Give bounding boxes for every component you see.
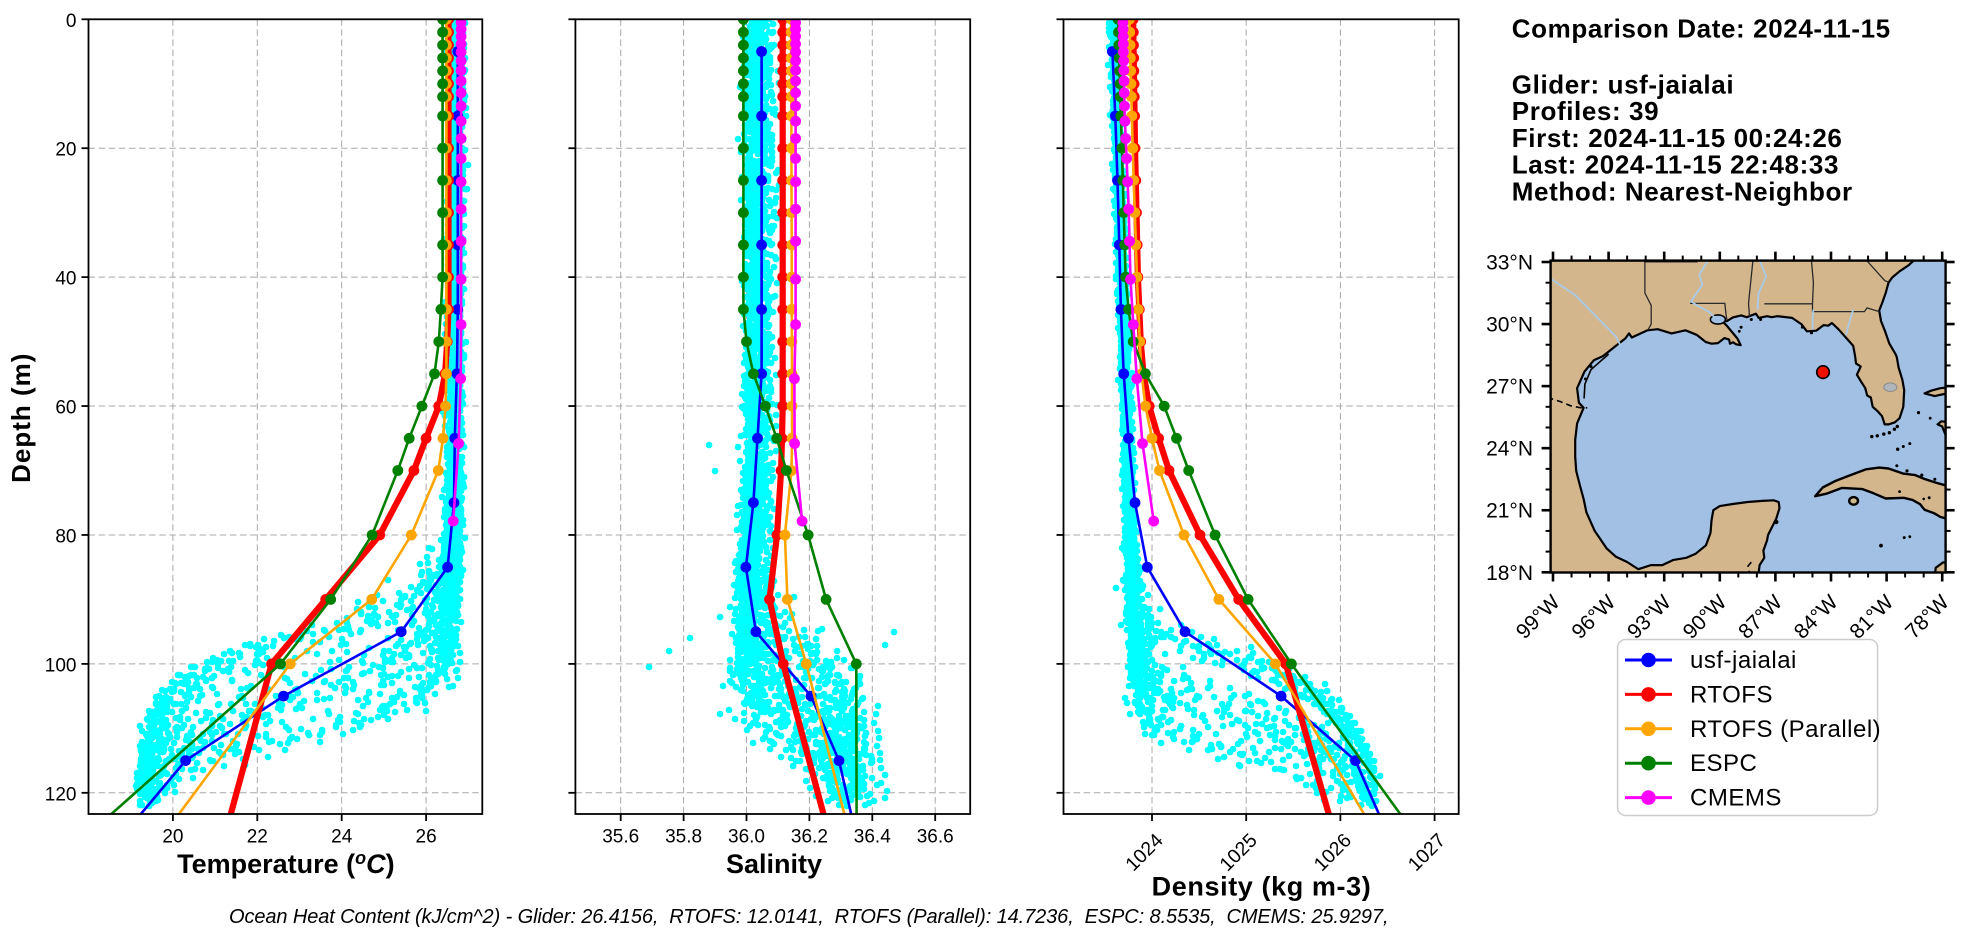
svg-text:ESPC: ESPC xyxy=(1690,750,1757,777)
svg-text:20: 20 xyxy=(55,140,76,161)
svg-text:RTOFS (Parallel): RTOFS (Parallel) xyxy=(1690,716,1881,743)
svg-text:Method: Nearest-Neighbor: Method: Nearest-Neighbor xyxy=(1512,177,1853,207)
svg-text:80: 80 xyxy=(55,527,76,548)
svg-text:Last: 2024-11-15 22:48:33: Last: 2024-11-15 22:48:33 xyxy=(1512,150,1839,180)
svg-text:30°N: 30°N xyxy=(1486,314,1533,337)
svg-text:33°N: 33°N xyxy=(1486,252,1533,275)
svg-text:24°N: 24°N xyxy=(1486,438,1533,461)
svg-text:26: 26 xyxy=(416,827,437,848)
svg-text:Salinity: Salinity xyxy=(726,849,822,879)
svg-text:24: 24 xyxy=(331,827,353,848)
svg-text:RTOFS: RTOFS xyxy=(1690,681,1773,708)
svg-text:Comparison Date: 2024-11-15: Comparison Date: 2024-11-15 xyxy=(1512,14,1891,44)
svg-text:20: 20 xyxy=(162,827,183,848)
svg-text:Ocean Heat Content (kJ/cm^2) -: Ocean Heat Content (kJ/cm^2) - Glider: 2… xyxy=(229,906,1388,928)
svg-text:120: 120 xyxy=(45,784,77,805)
svg-text:Glider: usf-jaialai: Glider: usf-jaialai xyxy=(1512,69,1734,99)
svg-text:35.6: 35.6 xyxy=(602,827,639,848)
svg-text:18°N: 18°N xyxy=(1486,562,1533,585)
svg-text:CMEMS: CMEMS xyxy=(1690,785,1782,812)
svg-text:27°N: 27°N xyxy=(1486,376,1533,399)
svg-text:Profiles: 39: Profiles: 39 xyxy=(1512,96,1659,126)
svg-text:36.0: 36.0 xyxy=(728,827,765,848)
svg-text:36.6: 36.6 xyxy=(917,827,954,848)
svg-text:100: 100 xyxy=(45,655,77,676)
svg-text:40: 40 xyxy=(55,269,76,290)
svg-text:First: 2024-11-15 00:24:26: First: 2024-11-15 00:24:26 xyxy=(1512,123,1843,153)
svg-text:60: 60 xyxy=(55,398,76,419)
svg-text:21°N: 21°N xyxy=(1486,500,1533,523)
svg-text:35.8: 35.8 xyxy=(665,827,702,848)
svg-text:36.4: 36.4 xyxy=(854,827,891,848)
svg-text:Density (kg m-3): Density (kg m-3) xyxy=(1152,872,1372,902)
svg-text:22: 22 xyxy=(247,827,268,848)
svg-text:0: 0 xyxy=(66,11,77,32)
svg-text:usf-jaialai: usf-jaialai xyxy=(1690,647,1797,674)
svg-text:36.2: 36.2 xyxy=(791,827,828,848)
svg-text:Depth (m): Depth (m) xyxy=(6,353,36,483)
